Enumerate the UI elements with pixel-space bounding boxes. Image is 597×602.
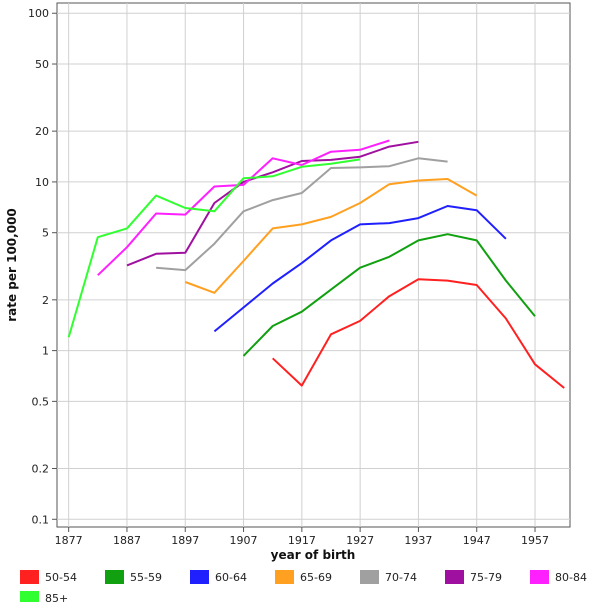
legend-swatch: [530, 570, 549, 584]
legend-label: 80-84: [555, 571, 587, 584]
legend-swatch: [445, 570, 464, 584]
legend-label: 75-79: [470, 571, 502, 584]
legend-label: 65-69: [300, 571, 332, 584]
grid: [57, 3, 570, 527]
series-layer: [67, 139, 565, 389]
plot-area: [56, 2, 571, 528]
y-tick-label: 50: [35, 58, 49, 71]
x-tick-label: 1937: [404, 534, 432, 547]
y-tick-label: 0.1: [32, 513, 50, 526]
legend-label: 85+: [45, 592, 68, 602]
legend-swatch: [20, 570, 39, 584]
series-line-75-79: [126, 140, 419, 267]
y-tick-label: 0.5: [32, 395, 50, 408]
series-line-50-54: [272, 278, 565, 389]
series-line-80-84: [97, 139, 390, 276]
series-line-85+: [67, 158, 361, 338]
legend-label: 55-59: [130, 571, 162, 584]
series-line-55-59: [242, 233, 536, 357]
legend-swatch: [105, 570, 124, 584]
y-tick-label: 20: [35, 125, 49, 138]
x-tick-label: 1957: [521, 534, 549, 547]
x-tick-label: 1877: [55, 534, 83, 547]
y-tick-label: 5: [42, 227, 49, 240]
x-tick-label: 1897: [171, 534, 199, 547]
x-tick-label: 1927: [346, 534, 374, 547]
x-axis-title: year of birth: [271, 548, 356, 562]
legend-swatch: [190, 570, 209, 584]
legend-label: 50-54: [45, 571, 77, 584]
y-tick-label: 2: [42, 294, 49, 307]
y-axis-ticks: 0.1 0.2 0.5 1 2 5 10 20 50 100: [28, 7, 57, 526]
x-tick-label: 1917: [288, 534, 316, 547]
series-line-60-64: [213, 205, 507, 333]
x-tick-label: 1907: [230, 534, 258, 547]
legend: 50-54 55-59 60-64 65-69 70-74 75-79 80-84 85+: [20, 570, 587, 602]
x-tick-label: 1947: [463, 534, 491, 547]
y-tick-label: 0.2: [32, 463, 50, 476]
legend-swatch: [20, 591, 39, 602]
series-line-70-74: [156, 157, 448, 272]
legend-swatch: [275, 570, 294, 584]
y-axis-title: rate per 100,000: [5, 208, 19, 322]
legend-label: 70-74: [385, 571, 417, 584]
y-tick-label: 1: [42, 345, 49, 358]
series-line-65-69: [184, 178, 478, 294]
legend-swatch: [360, 570, 379, 584]
y-tick-label: 10: [35, 176, 49, 189]
x-axis-ticks: 1877 1887 1897 1907 1917 1927 1937 1947 1957: [55, 527, 549, 547]
y-tick-label: 100: [28, 7, 49, 20]
x-tick-label: 1887: [113, 534, 141, 547]
legend-label: 60-64: [215, 571, 247, 584]
